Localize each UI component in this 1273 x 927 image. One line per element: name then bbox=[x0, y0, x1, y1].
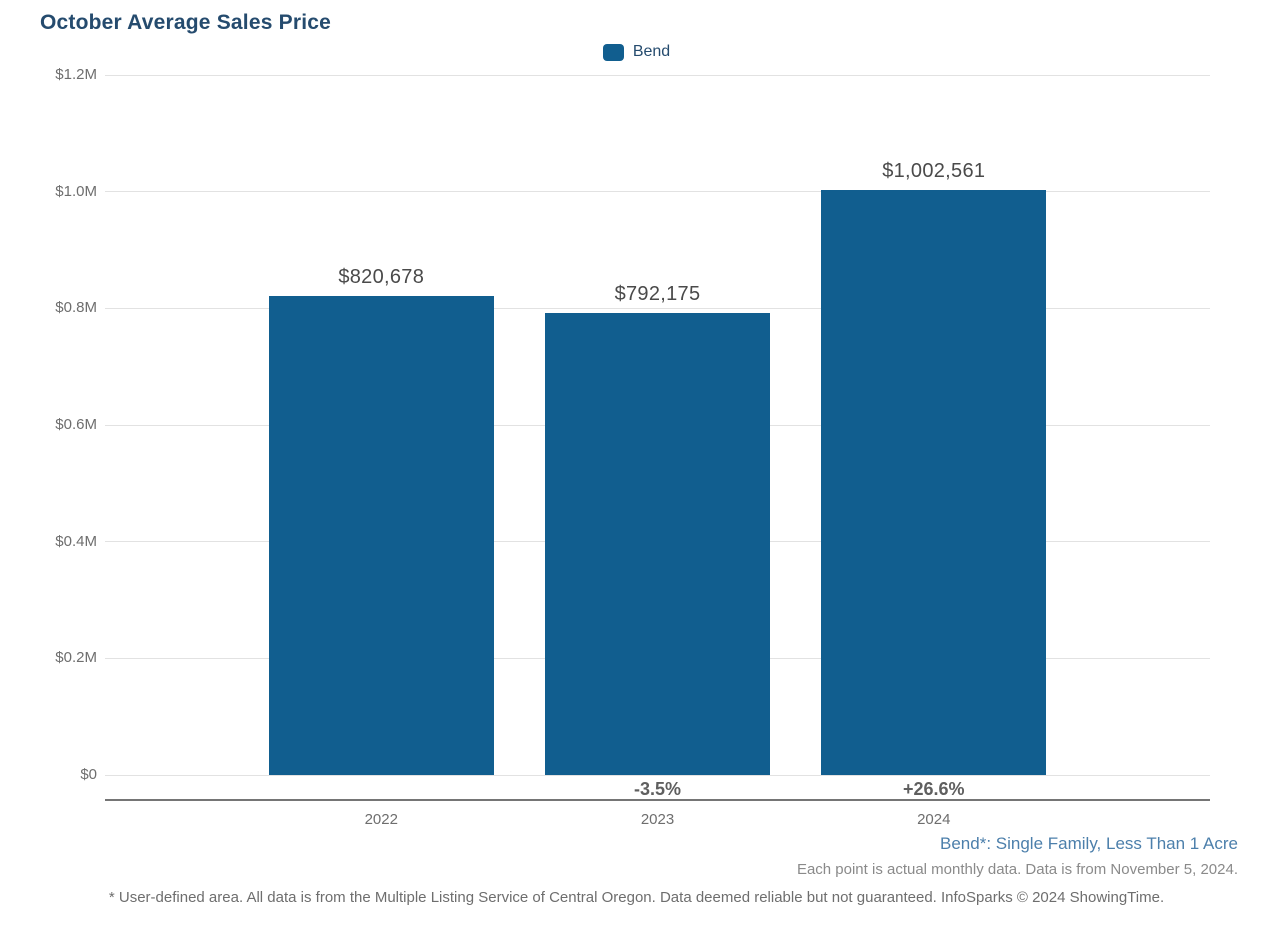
gridline-$0.8M bbox=[105, 307, 1210, 309]
bar-2024[interactable] bbox=[821, 190, 1047, 775]
y-axis-tick-label: $0 bbox=[80, 766, 97, 783]
legend-swatch-bend[interactable] bbox=[602, 43, 624, 61]
gridline-$0 bbox=[105, 774, 1210, 776]
footnote-segment-criteria: Bend*: Single Family, Less Than 1 Acre bbox=[940, 834, 1238, 853]
x-axis-line bbox=[105, 799, 1210, 801]
footnote-data-note: Each point is actual monthly data. Data … bbox=[796, 861, 1238, 878]
x-axis-tick-label-2024: 2024 bbox=[917, 811, 951, 828]
bar-value-label-2023: $792,175 bbox=[614, 282, 701, 305]
y-axis-tick-label: $1.0M bbox=[55, 182, 97, 200]
y-axis-tick-label: $0.8M bbox=[55, 299, 97, 317]
bar-change-label-2023: -3.5% bbox=[633, 779, 682, 799]
bar-change-label-2024: +26.6% bbox=[902, 779, 965, 799]
gridline-$1.2M bbox=[105, 74, 1210, 76]
bar-2022[interactable] bbox=[268, 296, 494, 775]
footnote-disclaimer: * User-defined area. All data is from th… bbox=[108, 889, 1165, 906]
y-axis-tick-label: $1.2M bbox=[55, 66, 97, 83]
bar-2023[interactable] bbox=[545, 312, 770, 775]
y-axis-tick-label: $0.4M bbox=[55, 532, 97, 550]
legend-label-bend[interactable]: Bend bbox=[632, 43, 671, 60]
x-axis-tick-label-2022: 2022 bbox=[364, 811, 398, 828]
legend: Bend bbox=[0, 43, 1273, 61]
gridline-$1.0M bbox=[105, 191, 1210, 193]
chart-title: October Average Sales Price bbox=[40, 11, 331, 34]
bar-value-label-2024: $1,002,561 bbox=[882, 160, 986, 183]
y-axis-tick-label: $0.6M bbox=[55, 416, 97, 433]
bar-value-label-2022: $820,678 bbox=[338, 266, 425, 289]
x-axis-tick-label-2023: 2023 bbox=[640, 811, 675, 828]
y-axis-tick-label: $0.2M bbox=[55, 649, 97, 667]
